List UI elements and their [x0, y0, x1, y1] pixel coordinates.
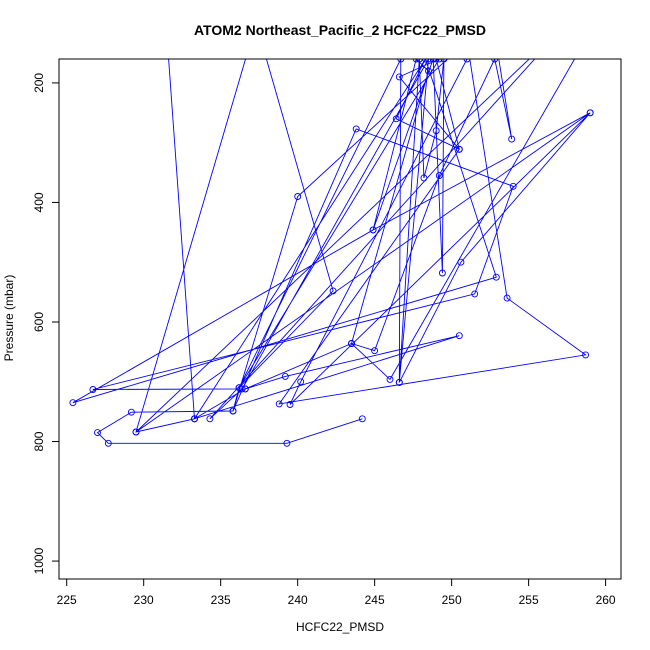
data-point: [438, 269, 446, 277]
data-point: [429, 59, 437, 63]
data-point: [395, 73, 403, 81]
data-point: [238, 385, 246, 393]
data-point: [415, 59, 423, 63]
y-tick-label: 1000: [32, 547, 46, 574]
data-point: [132, 428, 140, 436]
data-point: [491, 59, 499, 63]
data-point: [586, 109, 594, 117]
x-tick-label: 245: [365, 593, 385, 607]
data-point: [94, 429, 101, 437]
y-axis-label: Pressure (mbar): [2, 275, 16, 362]
data-point: [420, 174, 428, 182]
y-tick-label: 600: [32, 312, 46, 332]
x-tick-label: 240: [288, 593, 308, 607]
data-point: [329, 287, 337, 295]
data-point: [369, 226, 377, 234]
data-point: [422, 59, 429, 63]
data-point: [471, 290, 479, 298]
data-point: [582, 351, 590, 359]
data-point: [432, 127, 440, 135]
y-tick-label: 200: [32, 73, 46, 93]
data-point: [348, 340, 355, 347]
y-tick-label: 400: [32, 192, 46, 212]
data-point: [412, 59, 420, 63]
data-point: [425, 59, 432, 63]
data-point: [206, 415, 214, 423]
data-point: [435, 172, 443, 180]
data-point: [492, 273, 500, 281]
x-tick-label: 250: [442, 593, 462, 607]
x-tick-label: 255: [519, 593, 539, 607]
data-point: [371, 347, 379, 355]
data-point: [229, 407, 237, 415]
data-point: [455, 332, 463, 340]
data-point: [386, 375, 394, 383]
data-point: [392, 115, 400, 123]
data-point: [294, 193, 302, 200]
data-point: [463, 59, 471, 63]
data-point: [69, 399, 77, 407]
series-layer: [69, 59, 594, 447]
data-point: [508, 135, 516, 143]
data-point: [432, 59, 440, 63]
x-tick-label: 235: [211, 593, 231, 607]
x-tick-label: 225: [57, 593, 77, 607]
data-point: [435, 59, 443, 63]
data-point: [503, 294, 511, 302]
y-tick-label: 800: [32, 431, 46, 451]
data-point: [440, 59, 448, 63]
x-axis-label: HCFC22_PMSD: [296, 620, 384, 634]
x-tick-label: 260: [596, 593, 616, 607]
data-point: [286, 401, 294, 408]
data-point: [89, 386, 97, 393]
series-line: [72, 59, 591, 444]
data-point: [457, 258, 465, 266]
x-axis: 225 230 235 240 245 250 255 260: [57, 578, 616, 607]
data-point: [358, 415, 366, 423]
data-point: [397, 59, 405, 63]
data-point: [395, 378, 403, 386]
data-point: [127, 408, 135, 416]
data-point: [104, 439, 112, 447]
data-point: [275, 400, 283, 408]
data-point: [425, 67, 432, 75]
data-point: [352, 125, 360, 133]
data-point: [235, 384, 243, 392]
data-point: [281, 372, 289, 380]
data-point: [455, 145, 463, 153]
data-point: [283, 439, 291, 447]
data-point: [191, 415, 198, 423]
chart-title: ATOM2 Northeast_Pacific_2 HCFC22_PMSD: [194, 22, 486, 38]
y-axis: 200 400 600 800 1000: [32, 73, 60, 574]
data-point: [509, 182, 517, 190]
x-tick-label: 230: [134, 593, 154, 607]
data-point: [297, 378, 305, 386]
